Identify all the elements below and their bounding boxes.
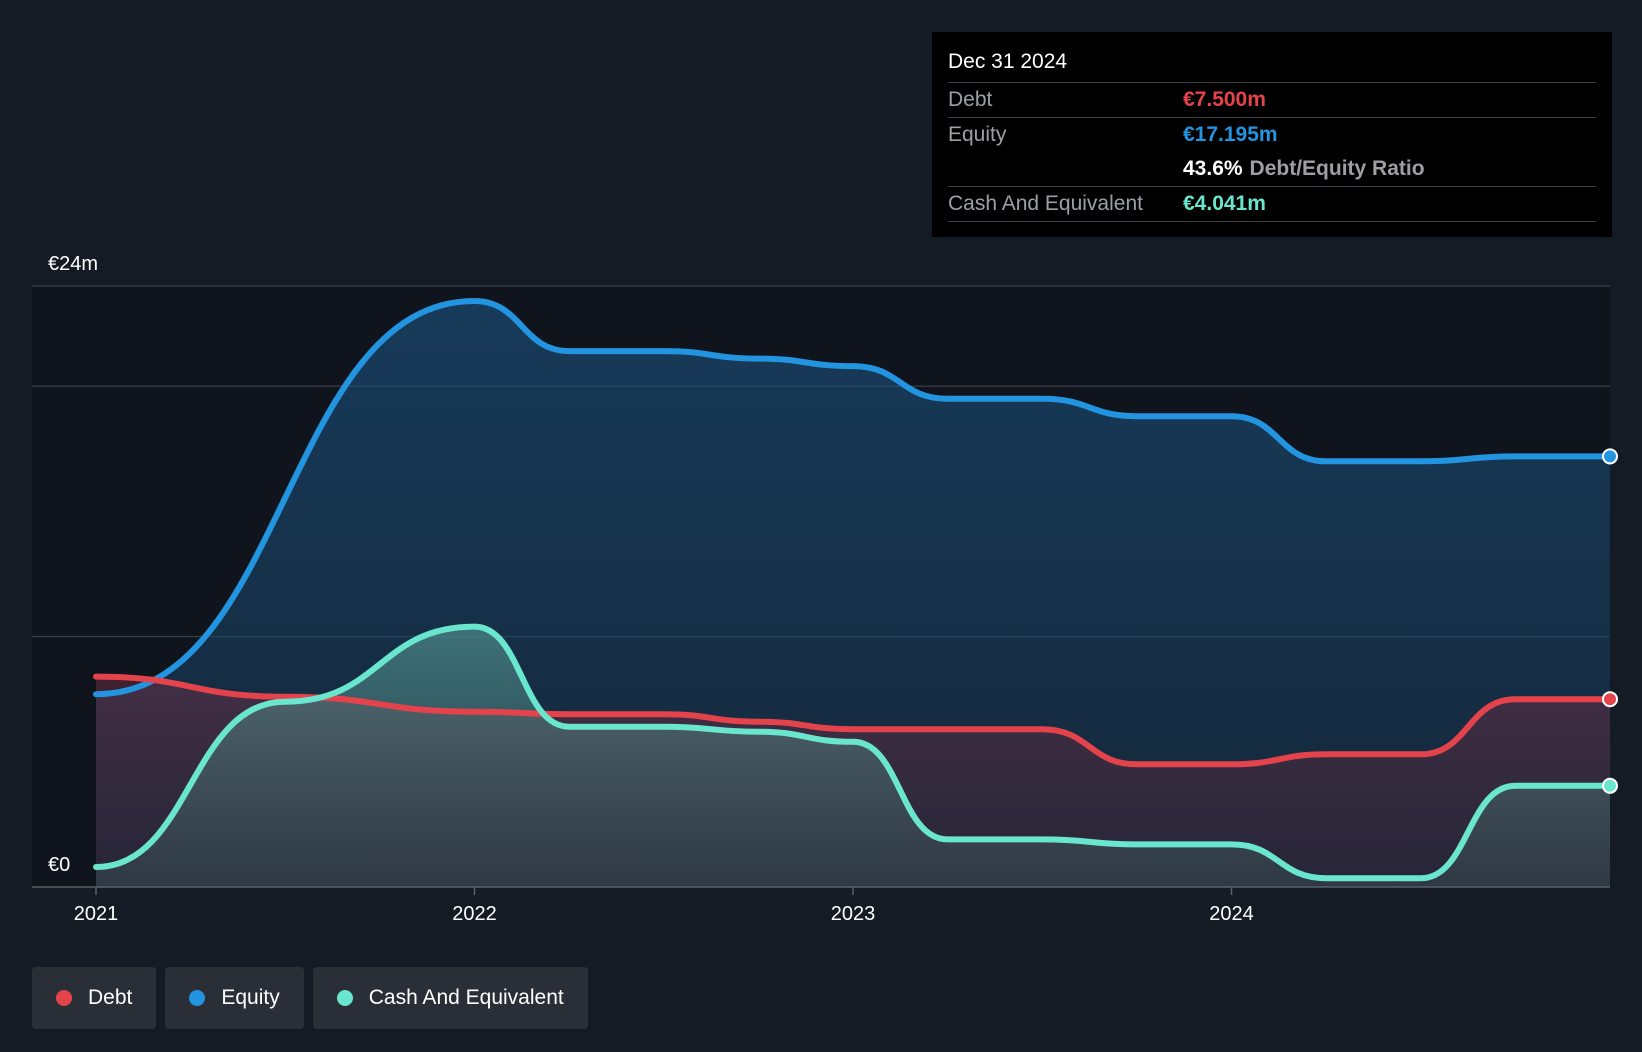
tooltip: Dec 31 2024 Debt €7.500m Equity €17.195m…	[932, 32, 1612, 237]
legend-cash-dot	[336, 990, 353, 1006]
tooltip-row-equity: Equity €17.195m	[948, 118, 1596, 152]
tooltip-ratio-label: Debt/Equity Ratio	[1249, 157, 1425, 180]
tooltip-row-cash: Cash And Equivalent €4.041m	[948, 187, 1596, 222]
equity-line	[93, 297, 1613, 698]
series-lines	[93, 297, 1613, 882]
legend-item-equity[interactable]: Equity	[165, 967, 304, 1029]
debt-end-dot	[1602, 691, 1618, 708]
x-tick-label-2022: 2022	[452, 903, 497, 925]
tooltip-debt-value: €7.500m	[1183, 88, 1266, 111]
tooltip-row-ratio: 43.6% Debt/Equity Ratio	[948, 152, 1596, 187]
tooltip-equity-value: €17.195m	[1183, 123, 1278, 146]
tooltip-debt-label: Debt	[948, 88, 993, 111]
y-tick-label-0: €0	[48, 854, 70, 876]
legend: Debt Equity Cash And Equivalent	[32, 967, 588, 1029]
axes: 2021 2022 2023 2024 €0 €24m	[32, 253, 1610, 925]
legend-item-cash[interactable]: Cash And Equivalent	[312, 967, 588, 1029]
debt-line	[93, 673, 1613, 768]
tooltip-cash-value: €4.041m	[1183, 192, 1266, 215]
cash-end-dot	[1602, 777, 1618, 794]
tooltip-equity-label: Equity	[948, 123, 1007, 146]
legend-item-debt[interactable]: Debt	[32, 967, 157, 1029]
y-tick-label-24: €24m	[48, 253, 98, 275]
tooltip-row-debt: Debt €7.500m	[948, 83, 1596, 118]
x-tick-label-2021: 2021	[74, 903, 119, 925]
legend-cash-label: Cash And Equivalent	[368, 986, 564, 1009]
tooltip-cash-label: Cash And Equivalent	[948, 192, 1143, 215]
legend-equity-dot	[189, 990, 206, 1006]
series-end-dots	[1602, 448, 1618, 794]
tooltip-ratio-value: 43.6%	[1183, 157, 1243, 180]
tooltip-date: Dec 31 2024	[948, 46, 1596, 83]
equity-end-dot	[1602, 448, 1618, 465]
legend-equity-label: Equity	[221, 986, 280, 1009]
x-tick-label-2023: 2023	[831, 903, 876, 925]
cash-line	[93, 623, 1613, 882]
x-tick-label-2024: 2024	[1209, 903, 1254, 925]
legend-debt-label: Debt	[88, 986, 133, 1009]
series-areas	[96, 301, 1610, 887]
cash-area	[96, 626, 1610, 887]
legend-debt-dot	[56, 990, 72, 1006]
